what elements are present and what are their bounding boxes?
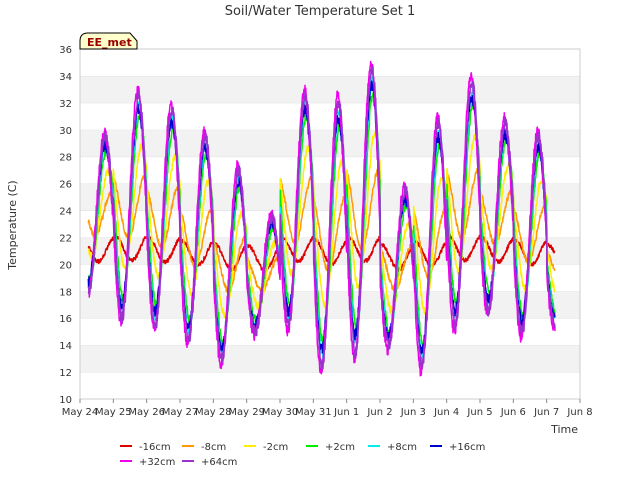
grid-band [80,102,580,130]
legend-label: -8cm [201,442,226,453]
grid-band [80,49,580,76]
legend-label: +64cm [201,457,237,468]
y-tick-label: 32 [59,99,72,110]
legend-label: +8cm [387,442,417,453]
legend: -16cm -8cm -2cm +2cm +8cm +16cm +32cm +64cm [120,442,485,468]
x-axis-label: Time [550,423,578,436]
x-tick-label: Jun 6 [500,407,526,418]
x-tick-label: May 26 [128,407,165,418]
y-tick-label: 20 [59,260,72,271]
y-tick-label: 22 [59,233,72,244]
y-tick-label: 18 [59,287,72,298]
x-tick-label: Jun 7 [533,407,559,418]
x-tick-label: Jun 5 [466,407,492,418]
y-tick-label: 30 [59,126,72,137]
y-axis: 10 12 14 16 18 20 22 24 26 28 30 32 34 36 [59,45,72,406]
grid-band [80,291,580,319]
x-tick-label: Jun 8 [566,407,592,418]
y-axis-label: Temperature (C) [6,180,19,270]
station-label-box: EE_met [79,32,138,50]
y-tick-label: 10 [59,395,72,406]
x-tick-label: Jun 3 [400,407,426,418]
grid-band [80,318,580,346]
plot-area-frame [79,48,581,400]
y-tick-label: 26 [59,180,72,191]
grid-band [80,372,580,399]
grid-band [80,156,580,184]
grid-band [80,345,580,373]
grid-band [80,129,580,157]
x-tick-label: Jun 1 [333,407,359,418]
legend-label: -16cm [139,442,171,453]
legend-label: +16cm [449,442,485,453]
grid-band [80,75,580,103]
x-tick-label: May 27 [162,407,199,418]
x-tick-label: May 31 [295,407,332,418]
y-tick-label: 16 [59,314,72,325]
x-tick-label: May 30 [262,407,299,418]
station-label: EE_met [87,36,132,49]
y-tick-label: 36 [59,45,72,56]
legend-label: -2cm [263,442,288,453]
x-tick-label: May 28 [195,407,232,418]
chart-title: Soil/Water Temperature Set 1 [225,4,416,19]
x-tick-label: May 24 [62,407,99,418]
y-tick-label: 28 [59,153,72,164]
series-layer [87,60,556,377]
y-tick-label: 12 [59,368,72,379]
legend-label: +32cm [139,457,175,468]
y-tick-label: 14 [59,341,72,352]
x-tick-label: Jun 4 [433,407,459,418]
x-tick-label: May 25 [95,407,132,418]
y-tick-label: 24 [59,207,72,218]
legend-label: +2cm [325,442,355,453]
x-tick-label: May 29 [228,407,265,418]
x-tick-label: Jun 2 [366,407,392,418]
series-line [87,65,556,371]
y-tick-label: 34 [59,72,72,83]
